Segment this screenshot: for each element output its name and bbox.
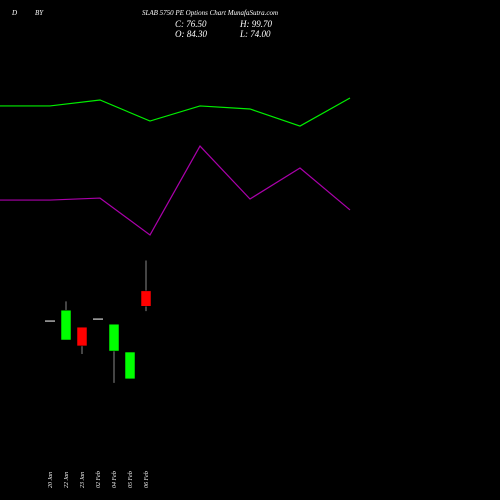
- candle-body: [60, 309, 72, 341]
- x-tick-label: 20 Jan: [48, 472, 54, 488]
- x-tick-label: 06 Feb: [144, 471, 150, 488]
- x-tick-label: 02 Feb: [96, 471, 102, 488]
- close-label: C: 76.50: [175, 19, 207, 29]
- candle-body: [124, 351, 136, 380]
- candle-body: [93, 318, 103, 320]
- indicator-line: [0, 145, 351, 236]
- signal-label: BY: [35, 9, 44, 17]
- x-tick-label: 05 Feb: [128, 471, 134, 488]
- low-label: L: 74.00: [239, 29, 271, 39]
- period-label: D: [11, 9, 17, 17]
- candle-body: [108, 323, 120, 352]
- chart-title: SLAB 5750 PE Options Chart MunafaSutra.c…: [142, 9, 278, 17]
- indicator-line: [0, 97, 351, 127]
- candle-body: [45, 320, 55, 322]
- x-tick-label: 23 Jan: [80, 472, 86, 488]
- candle-body: [140, 290, 152, 307]
- x-tick-label: 22 Jan: [64, 472, 70, 488]
- candle-body: [76, 326, 88, 347]
- x-tick-label: 04 Feb: [111, 471, 118, 488]
- high-label: H: 99.70: [239, 19, 272, 29]
- open-label: O: 84.30: [175, 29, 207, 39]
